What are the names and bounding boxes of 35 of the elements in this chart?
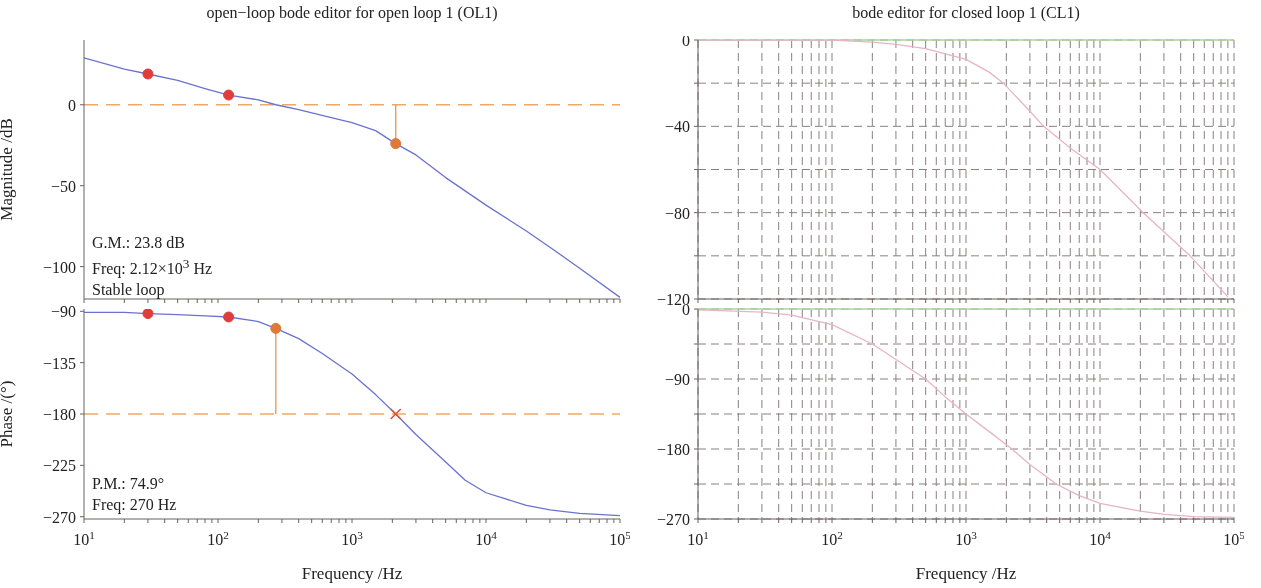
chart-title: bode editor for closed loop 1 (CL1) bbox=[851, 4, 1081, 22]
y-tick-label: −90 bbox=[50, 303, 76, 321]
x-tick-label: 10$^{1}$ bbox=[687, 529, 709, 548]
annotation: Freq: 270 Hz bbox=[92, 495, 177, 515]
y-axis-title: Magnitude /dB bbox=[0, 118, 17, 221]
x-tick-label: 10$^{2}$ bbox=[207, 529, 229, 548]
y-tick-label: −90 bbox=[664, 371, 690, 388]
x-tick-label: 10$^{4}$ bbox=[475, 529, 498, 548]
annotation: P.M.: 74.9° bbox=[92, 474, 166, 494]
x-tick-label: 10$^{3}$ bbox=[341, 529, 364, 548]
x-tick-label: 10$^{5}$ bbox=[609, 529, 632, 548]
y-tick-label: −100 bbox=[42, 258, 76, 276]
x-tick-label: 10$^{3}$ bbox=[955, 529, 978, 548]
y-tick-label: −270 bbox=[42, 508, 76, 526]
x-axis-title: Frequency /Hz bbox=[915, 564, 1017, 583]
chart-title: open−loop bode editor for open loop 1 (OL1) bbox=[205, 4, 499, 22]
x-tick-label: 10$^{1}$ bbox=[73, 529, 95, 548]
y-tick-label: −180 bbox=[656, 441, 690, 458]
annotation: G.M.: 23.8 dB bbox=[92, 233, 186, 253]
y-tick-label: −80 bbox=[664, 204, 690, 222]
y-tick-label: −50 bbox=[50, 177, 76, 195]
x-axis-title: Frequency /Hz bbox=[301, 564, 403, 583]
x-tick-label: 10$^{4}$ bbox=[1089, 529, 1112, 548]
y-tick-label: −40 bbox=[664, 118, 690, 136]
y-tick-label: −225 bbox=[42, 457, 76, 475]
y-tick-label: −270 bbox=[656, 511, 690, 528]
y-tick-label: 0 bbox=[682, 32, 690, 49]
y-axis-title: Phase /(°) bbox=[0, 380, 17, 448]
annotation: Stable loop bbox=[92, 280, 166, 301]
y-tick-label: −135 bbox=[42, 354, 76, 372]
x-tick-label: 10$^{5}$ bbox=[1223, 529, 1246, 548]
annotation: Freq: 2.12×10$^{3}$ Hz bbox=[92, 255, 213, 280]
y-tick-label: 0 bbox=[68, 96, 76, 114]
x-tick-label: 10$^{2}$ bbox=[821, 529, 843, 548]
y-tick-label: −180 bbox=[42, 406, 76, 423]
